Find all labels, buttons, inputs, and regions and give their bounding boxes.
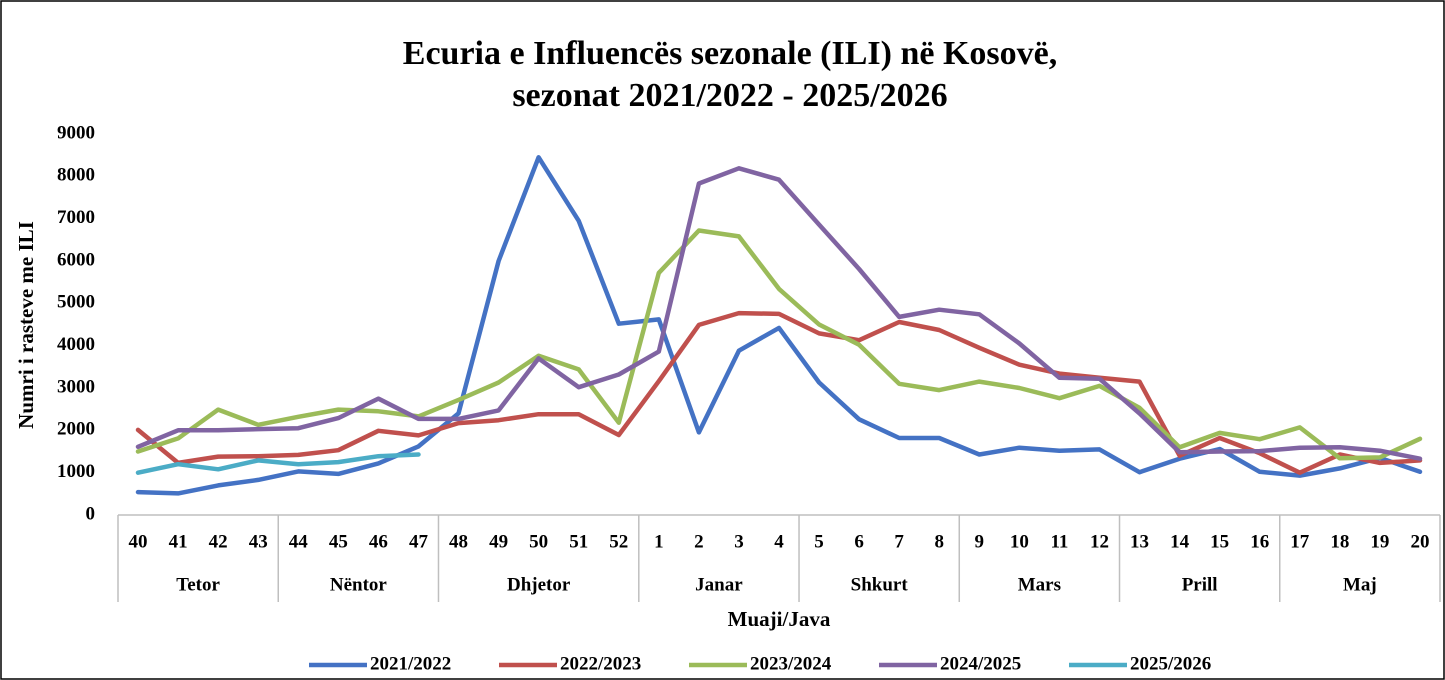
- x-tick-label: 4: [774, 531, 784, 552]
- legend-label: 2023/2024: [750, 653, 832, 674]
- y-tick-label: 0: [86, 503, 96, 524]
- x-tick-label: 7: [894, 531, 904, 552]
- y-tick-label: 4000: [57, 334, 95, 355]
- x-tick-label: 18: [1330, 531, 1349, 552]
- x-tick-label: 41: [169, 531, 188, 552]
- x-tick-label: 17: [1290, 531, 1310, 552]
- x-tick-label: 1: [654, 531, 664, 552]
- y-tick-label: 8000: [57, 165, 95, 186]
- x-tick-label: 51: [569, 531, 588, 552]
- x-tick-label: 40: [129, 531, 148, 552]
- legend-label: 2025/2026: [1130, 653, 1211, 674]
- x-tick-label: 11: [1050, 531, 1068, 552]
- x-tick-label: 2: [694, 531, 704, 552]
- x-tick-label: 3: [734, 531, 744, 552]
- x-tick-label: 49: [489, 531, 508, 552]
- month-label: Prill: [1182, 574, 1218, 595]
- y-tick-label: 7000: [57, 207, 95, 228]
- x-tick-label: 6: [854, 531, 864, 552]
- x-tick-label: 20: [1410, 531, 1429, 552]
- month-label: Tetor: [176, 574, 220, 595]
- x-tick-label: 16: [1250, 531, 1269, 552]
- x-tick-label: 50: [529, 531, 548, 552]
- x-tick-label: 15: [1210, 531, 1229, 552]
- x-tick-label: 8: [934, 531, 944, 552]
- legend-label: 2024/2025: [940, 653, 1021, 674]
- month-label: Mars: [1018, 574, 1061, 595]
- x-tick-label: 9: [975, 531, 985, 552]
- y-tick-label: 1000: [57, 461, 95, 482]
- y-tick-label: 6000: [57, 249, 95, 270]
- series-line: [135, 310, 1423, 475]
- x-axis-label: Muaji/Java: [728, 607, 831, 631]
- legend-label: 2022/2023: [560, 653, 641, 674]
- month-label: Shkurt: [851, 574, 909, 595]
- y-tick-label: 2000: [57, 419, 95, 440]
- x-tick-label: 43: [249, 531, 268, 552]
- x-tick-label: 52: [609, 531, 628, 552]
- x-tick-label: 47: [409, 531, 429, 552]
- series-line: [135, 166, 1423, 461]
- month-label: Maj: [1343, 574, 1377, 595]
- x-tick-label: 48: [449, 531, 468, 552]
- legend-label: 2021/2022: [370, 653, 451, 674]
- month-label: Dhjetor: [507, 574, 571, 595]
- x-tick-label: 10: [1010, 531, 1029, 552]
- x-tick-label: 46: [369, 531, 388, 552]
- x-tick-label: 44: [289, 531, 309, 552]
- x-tick-label: 5: [814, 531, 824, 552]
- x-tick-label: 14: [1170, 531, 1190, 552]
- x-tick-label: 45: [329, 531, 348, 552]
- x-tick-label: 13: [1130, 531, 1149, 552]
- chart-title: Ecuria e Influencës sezonale (ILI) në Ko…: [403, 35, 1057, 72]
- x-tick-label: 19: [1370, 531, 1389, 552]
- y-tick-label: 5000: [57, 292, 95, 313]
- y-tick-label: 9000: [57, 122, 95, 143]
- series-line: [135, 452, 421, 475]
- chart-title: sezonat 2021/2022 - 2025/2026: [512, 77, 947, 114]
- y-axis-label: Numri i rasteve me ILI: [14, 221, 38, 429]
- y-tick-label: 3000: [57, 376, 95, 397]
- x-tick-label: 12: [1090, 531, 1109, 552]
- month-label: Janar: [695, 574, 743, 595]
- x-tick-label: 42: [209, 531, 228, 552]
- month-label: Nëntor: [330, 574, 388, 595]
